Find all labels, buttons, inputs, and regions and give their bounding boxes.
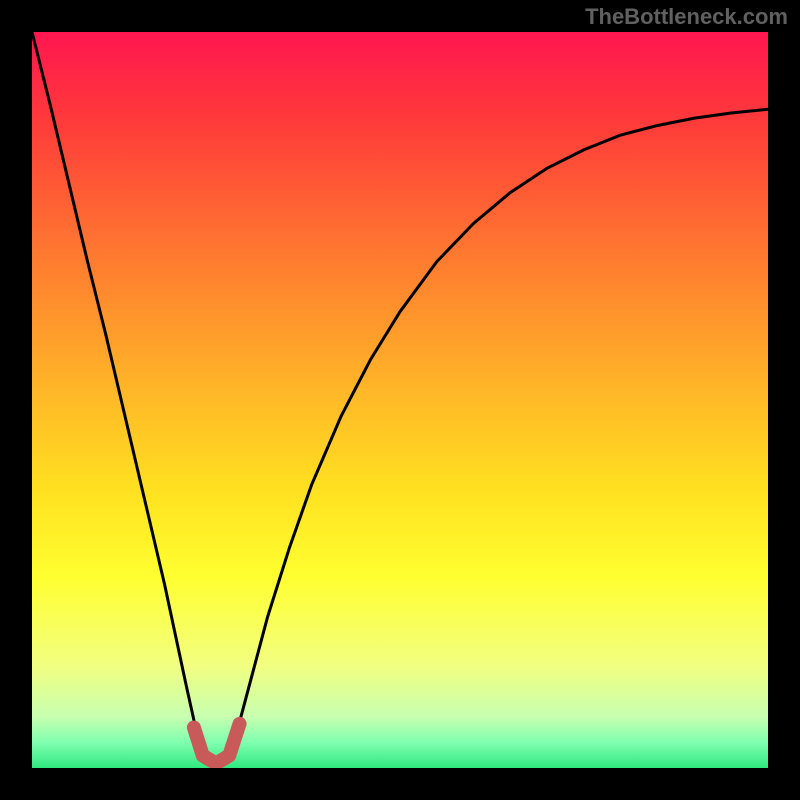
chart-container: TheBottleneck.com [0,0,800,800]
plot-area [32,32,768,768]
bottleneck-curve [32,32,768,764]
curve-layer [32,32,768,768]
watermark-text: TheBottleneck.com [585,4,788,30]
optimal-notch-marker [194,724,240,764]
